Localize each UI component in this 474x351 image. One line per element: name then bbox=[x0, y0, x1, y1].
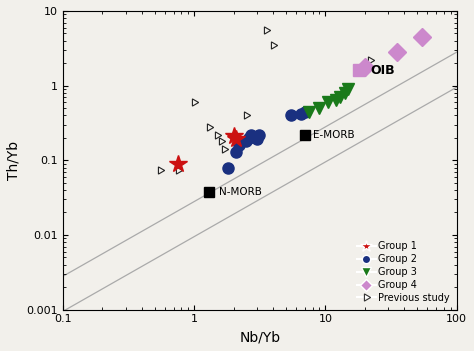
Text: OIB: OIB bbox=[370, 64, 395, 77]
Legend: Group 1, Group 2, Group 3, Group 4, Previous study: Group 1, Group 2, Group 3, Group 4, Prev… bbox=[355, 239, 452, 305]
X-axis label: Nb/Yb: Nb/Yb bbox=[239, 330, 280, 344]
Text: N-MORB: N-MORB bbox=[219, 187, 262, 197]
Y-axis label: Th/Yb: Th/Yb bbox=[7, 141, 21, 180]
Text: E-MORB: E-MORB bbox=[313, 130, 354, 140]
